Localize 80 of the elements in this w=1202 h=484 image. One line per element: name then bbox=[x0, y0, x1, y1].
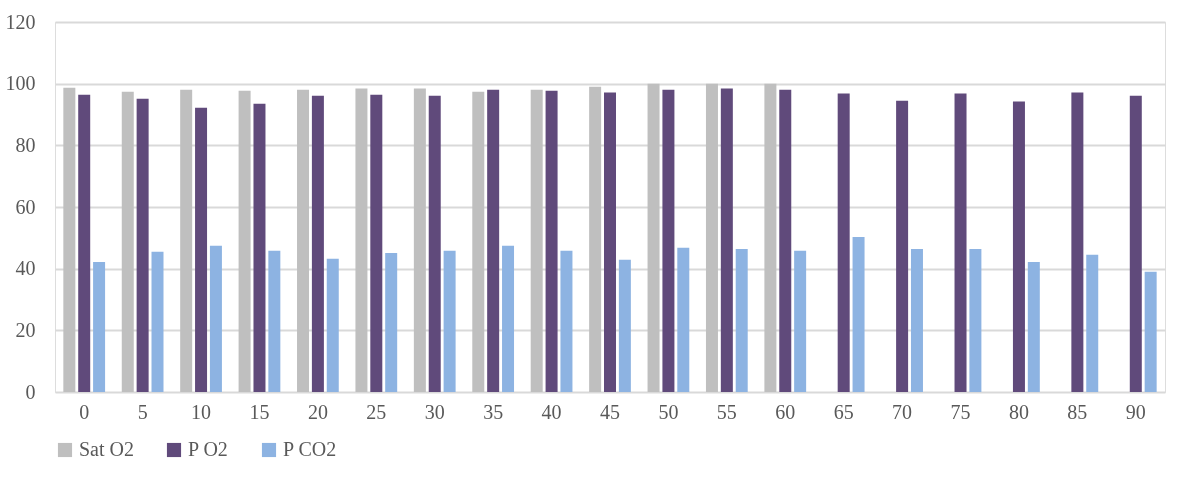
x-tick-label: 10 bbox=[191, 400, 212, 423]
x-tick-label: 20 bbox=[307, 400, 328, 423]
bar bbox=[151, 251, 164, 392]
bar bbox=[764, 83, 777, 392]
bar bbox=[560, 250, 573, 392]
y-tick-label: 0 bbox=[25, 380, 36, 403]
bar bbox=[502, 245, 515, 392]
bar bbox=[1144, 271, 1157, 392]
x-tick-label: 25 bbox=[366, 400, 387, 423]
bar bbox=[618, 259, 631, 392]
y-tick-label: 100 bbox=[5, 72, 36, 95]
x-tick-label: 45 bbox=[600, 400, 620, 423]
x-tick-label: 5 bbox=[137, 400, 148, 423]
bar bbox=[647, 83, 660, 392]
x-tick-label: 90 bbox=[1125, 400, 1146, 423]
bar bbox=[530, 89, 543, 392]
bar bbox=[1129, 95, 1142, 392]
bar bbox=[355, 88, 368, 392]
bar bbox=[677, 247, 690, 392]
x-tick-label: 75 bbox=[950, 400, 971, 423]
legend-label: P CO2 bbox=[283, 438, 337, 460]
bar bbox=[326, 258, 339, 392]
x-tick-label: 30 bbox=[424, 400, 445, 423]
x-tick-label: 40 bbox=[541, 400, 562, 423]
bar bbox=[311, 95, 324, 392]
bar bbox=[969, 248, 982, 392]
bar bbox=[837, 93, 850, 392]
bar bbox=[779, 89, 792, 392]
x-tick-label: 0 bbox=[79, 400, 90, 423]
bar bbox=[195, 107, 208, 392]
bar bbox=[121, 91, 134, 392]
bar bbox=[268, 250, 281, 392]
bar bbox=[705, 83, 718, 392]
bar bbox=[720, 88, 733, 392]
legend-label: Sat O2 bbox=[79, 438, 134, 460]
bar bbox=[136, 98, 149, 392]
bar bbox=[852, 236, 865, 392]
bar bbox=[413, 88, 426, 392]
bar bbox=[794, 250, 807, 392]
bar bbox=[209, 245, 222, 392]
bar bbox=[472, 91, 485, 392]
bar bbox=[180, 89, 193, 392]
y-tick-label: 20 bbox=[15, 318, 36, 341]
bar bbox=[487, 89, 500, 392]
bar bbox=[238, 90, 251, 392]
bar bbox=[545, 90, 558, 392]
bar bbox=[1012, 101, 1025, 392]
x-tick-label: 70 bbox=[892, 400, 913, 423]
bar bbox=[662, 89, 675, 392]
bar bbox=[910, 248, 923, 392]
y-tick-label: 60 bbox=[15, 195, 36, 218]
legend-label: P O2 bbox=[188, 438, 228, 460]
x-tick-label: 65 bbox=[833, 400, 854, 423]
y-tick-label: 80 bbox=[15, 133, 36, 156]
bar bbox=[370, 94, 383, 392]
x-tick-label: 85 bbox=[1067, 400, 1088, 423]
bar bbox=[385, 252, 398, 392]
bar bbox=[93, 261, 106, 392]
y-tick-label: 40 bbox=[15, 257, 36, 280]
bar bbox=[428, 95, 441, 392]
x-tick-label: 80 bbox=[1008, 400, 1029, 423]
bar bbox=[253, 103, 266, 392]
x-tick-label: 60 bbox=[775, 400, 796, 423]
bar bbox=[604, 92, 616, 392]
x-tick-label: 35 bbox=[483, 400, 504, 423]
bar bbox=[1071, 92, 1084, 392]
bar bbox=[1086, 254, 1099, 392]
bar bbox=[589, 86, 602, 392]
bar bbox=[735, 248, 748, 392]
bar bbox=[297, 89, 310, 392]
x-tick-label: 50 bbox=[658, 400, 679, 423]
bar bbox=[443, 250, 456, 392]
bar bbox=[954, 93, 967, 392]
x-tick-label: 55 bbox=[716, 400, 737, 423]
bar bbox=[1027, 261, 1040, 392]
bar bbox=[78, 94, 91, 392]
bar bbox=[63, 87, 76, 392]
x-tick-label: 15 bbox=[249, 400, 270, 423]
y-tick-label: 120 bbox=[5, 10, 36, 33]
bar bbox=[896, 100, 909, 392]
